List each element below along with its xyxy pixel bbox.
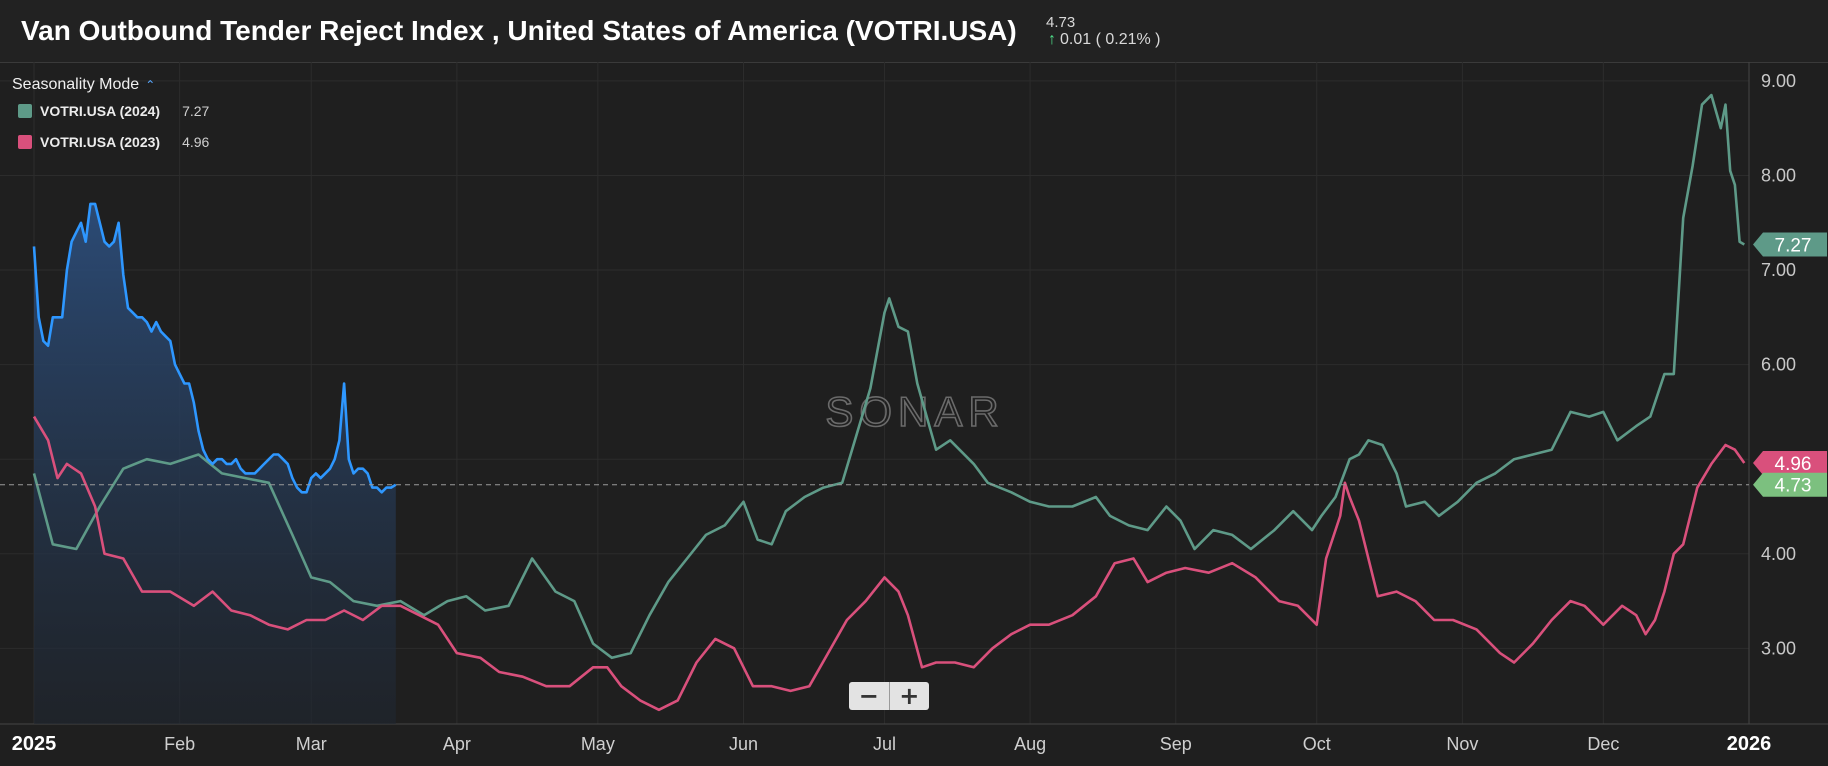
y-tick-label: 8.00: [1761, 165, 1796, 185]
series-area: [34, 203, 396, 724]
value-tags: 7.27 4.964.73: [1753, 232, 1827, 497]
chart-grid: [0, 62, 1828, 725]
series-line-votri-usa-2025: [32, 202, 397, 494]
x-tick-label: Feb: [164, 734, 195, 754]
value-tag-label: 4.73: [1775, 476, 1812, 497]
y-axis: 3.00 4.00 6.00 7.00 8.00 9.00: [1761, 71, 1796, 658]
x-tick-label: Aug: [1014, 734, 1046, 754]
x-tick-label: Apr: [443, 734, 471, 754]
y-tick-label: 3.00: [1761, 638, 1796, 658]
chevron-up-icon: ⌃: [145, 78, 156, 92]
x-tick-label: Oct: [1303, 734, 1331, 754]
series-line-votri-usa-2023: [32, 415, 1746, 712]
seasonality-label: Seasonality Mode: [12, 76, 140, 93]
x-tick-label: Nov: [1446, 734, 1478, 754]
value-tag: [1753, 450, 1827, 475]
legend-name: VOTRI.USA (2024): [40, 103, 161, 119]
x-tick-label: Jul: [873, 734, 896, 754]
zoom-in-button[interactable]: +: [888, 682, 930, 710]
sonar-watermark: SONAR: [825, 388, 1004, 435]
x-tick-label: May: [581, 734, 615, 754]
legend-swatch: [18, 104, 32, 118]
x-tick-label: Jun: [729, 734, 758, 754]
y-tick-label: 4.00: [1761, 544, 1796, 564]
value-tag-label: 4.96: [1775, 454, 1812, 475]
seasonality-mode-toggle[interactable]: Seasonality Mode ⌃: [12, 76, 155, 94]
legend-value: 7.27: [182, 103, 210, 119]
series-lines: [32, 93, 1746, 712]
x-tick-label: 2026: [1727, 733, 1772, 755]
x-tick-label: Dec: [1587, 734, 1619, 754]
x-tick-label: Sep: [1160, 734, 1192, 754]
change-text: 0.01 ( 0.21% ): [1060, 31, 1161, 48]
x-axis: 2025 Feb Mar Apr May Jun Jul Aug Sep Oct Nov Dec 202…: [12, 733, 1772, 755]
page-title: Van Outbound Tender Reject Index , Unite…: [21, 15, 1017, 46]
legend-item-2023[interactable]: VOTRI.USA (2023) 4.96: [18, 132, 209, 152]
legend-name: VOTRI.USA (2023): [40, 134, 161, 150]
legend-swatch: [18, 135, 32, 149]
x-tick-label: Mar: [296, 734, 327, 754]
zoom-controls: − +: [849, 682, 929, 710]
arrow-up-icon: ↑: [1048, 31, 1056, 48]
y-tick-label: 7.00: [1761, 260, 1796, 280]
change-value: ↑ 0.01 ( 0.21% ): [1048, 31, 1161, 49]
value-tag: [1753, 232, 1827, 257]
last-value: 4.73: [1046, 14, 1076, 31]
value-tag: [1753, 472, 1827, 497]
x-tick-label: 2025: [12, 733, 57, 755]
legend-value: 4.96: [182, 134, 210, 150]
series-area-fill: [34, 203, 396, 724]
zoom-out-button[interactable]: −: [858, 682, 879, 710]
y-tick-label: 9.00: [1761, 71, 1796, 91]
y-tick-label: 6.00: [1761, 355, 1796, 375]
series-line-votri-usa-2024: [32, 93, 1745, 660]
legend-item-2024[interactable]: VOTRI.USA (2024) 7.27: [18, 101, 209, 121]
chart-header: Van Outbound Tender Reject Index , Unite…: [0, 0, 1828, 63]
value-tag-label: 7.27: [1775, 236, 1812, 257]
